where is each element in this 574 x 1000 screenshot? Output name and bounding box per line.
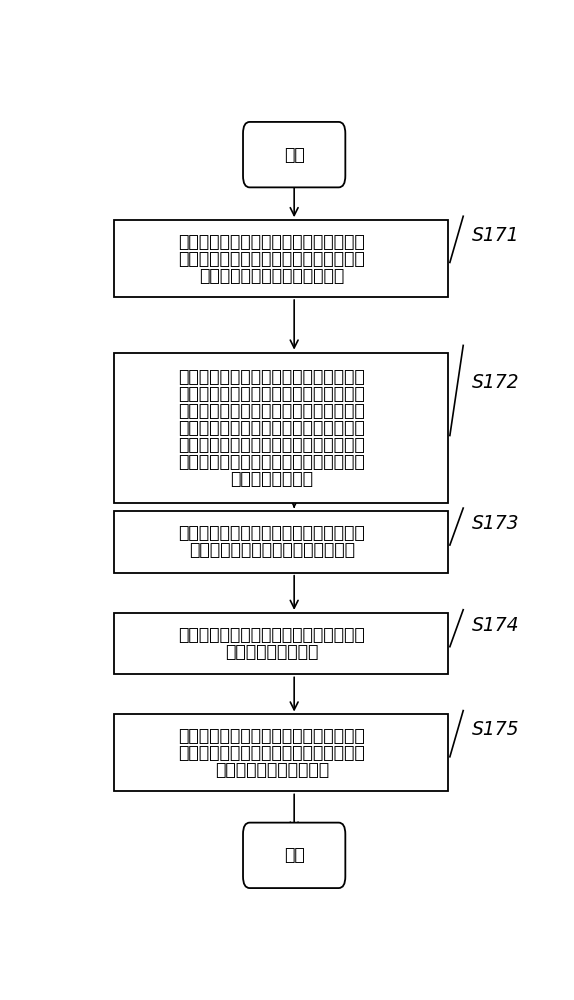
Text: 相乘，并将计算结果保存至第三数组: 相乘，并将计算结果保存至第三数组 [189, 541, 355, 559]
Text: 获取经过滤波后的投影数据正弦图中每一: 获取经过滤波后的投影数据正弦图中每一 [179, 233, 365, 251]
Text: 弦图中每一行所有像素灰度值的和除以相: 弦图中每一行所有像素灰度值的和除以相 [179, 436, 365, 454]
Text: S174: S174 [472, 616, 519, 635]
Bar [114, 714, 448, 791]
Text: 果保存至第二数组: 果保存至第二数组 [230, 470, 313, 488]
Bar [114, 353, 448, 503]
FancyBboxPatch shape [243, 823, 346, 888]
Text: 将第三数组中所有元素乘以松弛因子，得: 将第三数组中所有元素乘以松弛因子，得 [179, 626, 365, 644]
Text: S175: S175 [472, 720, 519, 739]
Text: 行所有像素灰度值的和，同时获取经过滤: 行所有像素灰度值的和，同时获取经过滤 [179, 385, 365, 403]
Text: 将经过滤波后的投影数据正弦图与修正后: 将经过滤波后的投影数据正弦图与修正后 [179, 727, 365, 745]
Text: 校正后的投影数据正弦图: 校正后的投影数据正弦图 [215, 761, 329, 779]
Text: 的第三数组中对应位置的元素相减，得到: 的第三数组中对应位置的元素相减，得到 [179, 744, 365, 762]
Text: 波后的投影数据正弦图中每一行像素灰度: 波后的投影数据正弦图中每一行像素灰度 [179, 402, 365, 420]
Bar [114, 220, 448, 297]
Text: S171: S171 [472, 226, 519, 245]
Text: 计算经过滤波后的投影数据正弦图中每一: 计算经过滤波后的投影数据正弦图中每一 [179, 368, 365, 386]
Bar [114, 613, 448, 674]
Text: S173: S173 [472, 514, 519, 533]
Text: 值的最大值，用经过滤波后的投影数据正: 值的最大值，用经过滤波后的投影数据正 [179, 419, 365, 437]
Text: 开始: 开始 [284, 146, 305, 164]
Text: 将第一数组与第二数组中对应位置的元素: 将第一数组与第二数组中对应位置的元素 [179, 524, 365, 542]
Text: 行像素灰度值的最小值，并将所有行像素: 行像素灰度值的最小值，并将所有行像素 [179, 250, 365, 268]
Text: 应行中像素灰度值的最大值，并将计算结: 应行中像素灰度值的最大值，并将计算结 [179, 453, 365, 471]
Bar [114, 511, 448, 573]
Text: 到修正后的第三数组: 到修正后的第三数组 [225, 643, 319, 661]
Text: 灰度值的最小值保存至第一数组: 灰度值的最小值保存至第一数组 [199, 267, 344, 285]
Text: 结束: 结束 [284, 846, 305, 864]
Text: S172: S172 [472, 373, 519, 392]
FancyBboxPatch shape [243, 122, 346, 187]
